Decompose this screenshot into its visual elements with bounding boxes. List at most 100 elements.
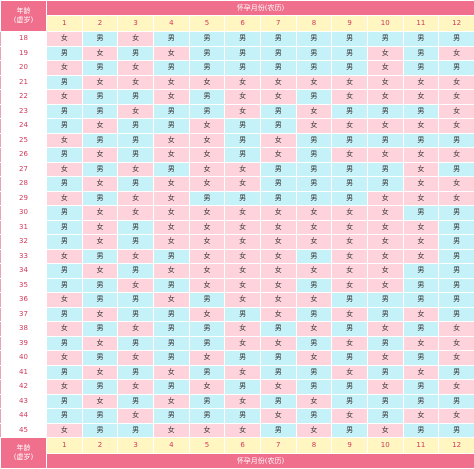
gender-cell-girl: 女	[367, 148, 403, 163]
gender-cell-boy: 男	[332, 293, 368, 308]
header-month-5: 5	[189, 16, 225, 32]
gender-cell-girl: 女	[332, 264, 368, 279]
gender-cell-girl: 女	[260, 293, 296, 308]
header-month-3: 3	[118, 16, 154, 32]
month-column-header: 怀孕月份(农历)	[47, 1, 474, 16]
gender-cell-boy: 男	[47, 264, 83, 279]
gender-cell-girl: 女	[82, 177, 118, 192]
gender-cell-girl: 女	[260, 90, 296, 105]
gender-cell-girl: 女	[118, 191, 154, 206]
gender-cell-boy: 男	[439, 162, 474, 177]
gender-cell-girl: 女	[367, 278, 403, 293]
gender-cell-boy: 男	[296, 307, 332, 322]
gender-cell-girl: 女	[403, 336, 439, 351]
gender-cell-girl: 女	[403, 307, 439, 322]
gender-cell-girl: 女	[260, 380, 296, 395]
gender-cell-boy: 男	[439, 32, 474, 47]
gender-cell-boy: 男	[260, 191, 296, 206]
gender-cell-boy: 男	[82, 322, 118, 337]
gender-cell-boy: 男	[332, 32, 368, 47]
gender-cell-boy: 男	[225, 307, 261, 322]
gender-cell-boy: 男	[82, 32, 118, 47]
gender-cell-boy: 男	[118, 133, 154, 148]
gender-cell-girl: 女	[332, 220, 368, 235]
gender-cell-boy: 男	[439, 264, 474, 279]
gender-cell-girl: 女	[47, 162, 83, 177]
table-title-row: 年龄 (虚岁) 怀孕月份(农历)	[1, 1, 474, 16]
gender-cell-boy: 男	[118, 148, 154, 163]
age-cell: 45	[1, 423, 47, 438]
gender-cell-girl: 女	[118, 278, 154, 293]
age-cell: 23	[1, 104, 47, 119]
gender-cell-girl: 女	[296, 75, 332, 90]
gender-cell-boy: 男	[403, 46, 439, 61]
gender-cell-girl: 女	[260, 75, 296, 90]
gender-cell-girl: 女	[153, 133, 189, 148]
gender-cell-girl: 女	[332, 235, 368, 250]
gender-cell-girl: 女	[47, 249, 83, 264]
gender-cell-boy: 男	[82, 191, 118, 206]
gender-cell-girl: 女	[118, 409, 154, 424]
gender-cell-girl: 女	[189, 423, 225, 438]
gender-cell-girl: 女	[260, 264, 296, 279]
gender-cell-girl: 女	[332, 365, 368, 380]
gender-cell-girl: 女	[118, 104, 154, 119]
gender-cell-boy: 男	[260, 61, 296, 76]
gender-cell-girl: 女	[439, 322, 474, 337]
gender-cell-boy: 男	[118, 90, 154, 105]
gender-cell-boy: 男	[439, 293, 474, 308]
gender-cell-girl: 女	[47, 191, 83, 206]
gender-cell-boy: 男	[332, 423, 368, 438]
gender-cell-girl: 女	[439, 336, 474, 351]
gender-cell-boy: 男	[296, 365, 332, 380]
gender-cell-boy: 男	[47, 119, 83, 134]
gender-cell-girl: 女	[296, 220, 332, 235]
gender-cell-boy: 男	[260, 46, 296, 61]
footer-month-7: 7	[260, 438, 296, 454]
gender-cell-girl: 女	[153, 75, 189, 90]
header-month-2: 2	[82, 16, 118, 32]
gender-cell-girl: 女	[225, 423, 261, 438]
gender-cell-girl: 女	[296, 264, 332, 279]
gender-cell-girl: 女	[439, 148, 474, 163]
gender-cell-boy: 男	[118, 119, 154, 134]
gender-cell-girl: 女	[332, 336, 368, 351]
gender-cell-girl: 女	[439, 46, 474, 61]
gender-cell-girl: 女	[260, 220, 296, 235]
gender-cell-boy: 男	[47, 75, 83, 90]
gender-cell-girl: 女	[403, 177, 439, 192]
gender-cell-boy: 男	[189, 336, 225, 351]
gender-cell-boy: 男	[296, 46, 332, 61]
gender-cell-boy: 男	[189, 90, 225, 105]
gender-cell-girl: 女	[47, 423, 83, 438]
gender-cell-boy: 男	[260, 322, 296, 337]
gender-cell-girl: 女	[225, 206, 261, 221]
gender-cell-boy: 男	[82, 380, 118, 395]
gender-cell-girl: 女	[367, 119, 403, 134]
age-cell: 33	[1, 249, 47, 264]
gender-cell-boy: 男	[225, 61, 261, 76]
age-cell: 24	[1, 119, 47, 134]
gender-cell-girl: 女	[403, 249, 439, 264]
gender-cell-girl: 女	[153, 177, 189, 192]
gender-cell-girl: 女	[225, 249, 261, 264]
gender-cell-boy: 男	[367, 394, 403, 409]
gender-cell-boy: 男	[153, 104, 189, 119]
gender-cell-girl: 女	[189, 307, 225, 322]
gender-cell-girl: 女	[153, 148, 189, 163]
gender-cell-girl: 女	[367, 264, 403, 279]
gender-cell-boy: 男	[47, 278, 83, 293]
gender-cell-girl: 女	[332, 75, 368, 90]
gender-cell-girl: 女	[260, 409, 296, 424]
gender-cell-girl: 女	[439, 104, 474, 119]
gender-cell-girl: 女	[439, 177, 474, 192]
gender-cell-boy: 男	[153, 380, 189, 395]
